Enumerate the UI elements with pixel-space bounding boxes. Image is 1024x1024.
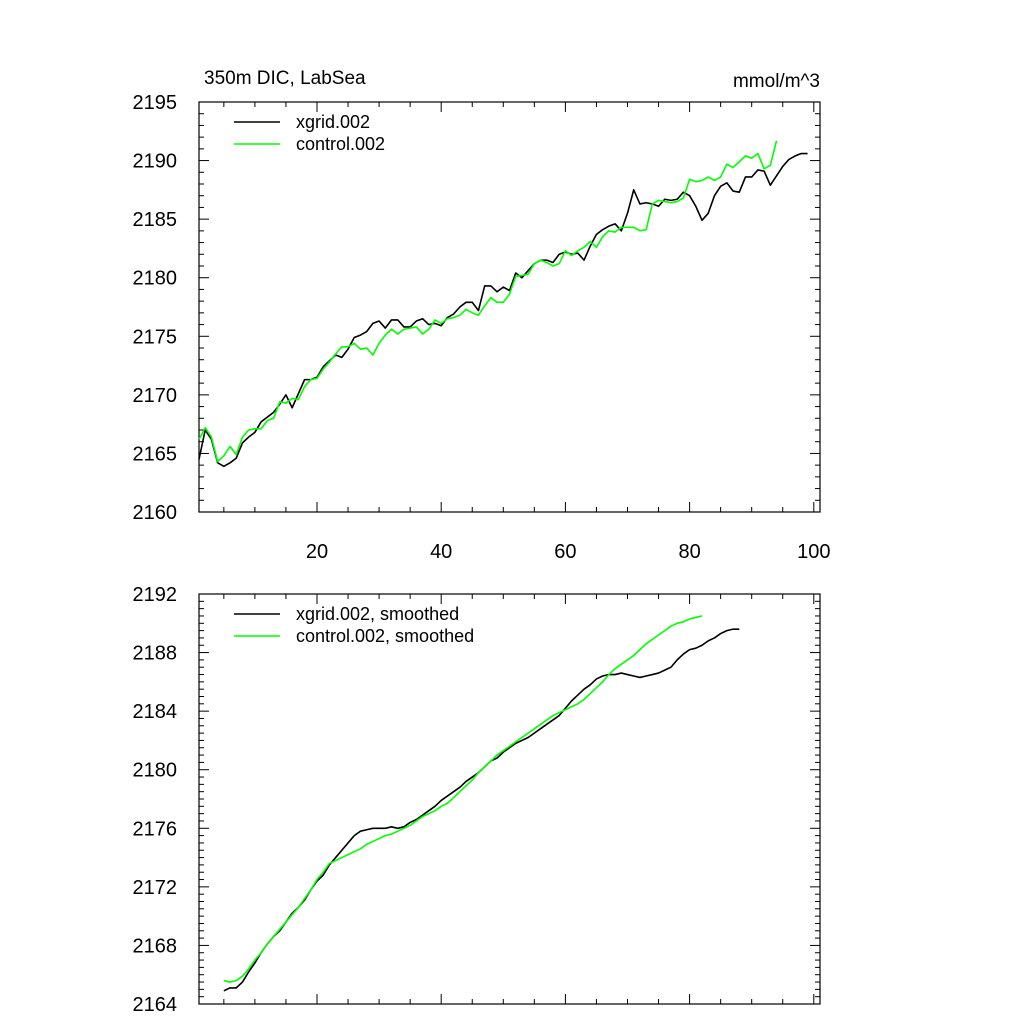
y-tick-label: 2170 xyxy=(133,385,178,407)
legend-label: xgrid.002, smoothed xyxy=(296,604,459,624)
y-tick-label: 2168 xyxy=(133,935,178,957)
tick-labels: 2160 2165 2170 2175 2180 2185 2190 2195 20 40 60 80… xyxy=(133,92,831,563)
series-lines xyxy=(223,615,740,992)
y-tick-label: 2164 xyxy=(133,994,178,1016)
y-tick-label: 2176 xyxy=(133,818,178,840)
bottom-chart: 2164 2168 2172 2176 2180 2184 2188 2192 xgrid.0… xyxy=(133,584,821,1016)
tick-labels: 2164 2168 2172 2176 2180 2184 2188 2192 xyxy=(133,584,178,1016)
y-tick-label: 2160 xyxy=(133,502,178,524)
chart-units-label: mmol/m^3 xyxy=(733,71,820,92)
y-tick-label: 2190 xyxy=(133,151,178,173)
x-tick-label: 20 xyxy=(306,541,328,563)
series-line xyxy=(223,615,703,983)
series-line xyxy=(198,140,778,463)
y-tick-label: 2192 xyxy=(133,584,178,606)
axis-ticks xyxy=(199,593,820,1005)
x-tick-label: 100 xyxy=(797,541,830,563)
axis-ticks xyxy=(199,101,820,513)
y-tick-label: 2180 xyxy=(133,760,178,782)
y-tick-label: 2188 xyxy=(133,643,178,665)
x-tick-label: 60 xyxy=(554,541,576,563)
chart-title: 350m DIC, LabSea xyxy=(204,68,366,89)
series-lines xyxy=(198,140,808,468)
legend-label: xgrid.002 xyxy=(296,112,370,132)
legend-label: control.002, smoothed xyxy=(296,626,474,646)
y-tick-label: 2172 xyxy=(133,877,178,899)
plot-frame xyxy=(198,593,821,1005)
y-tick-label: 2165 xyxy=(133,443,178,465)
legend-label: control.002 xyxy=(296,134,385,154)
series-line xyxy=(223,628,740,992)
y-tick-label: 2184 xyxy=(133,701,178,723)
plot-frame xyxy=(198,101,821,513)
y-tick-label: 2175 xyxy=(133,326,178,348)
y-tick-label: 2185 xyxy=(133,209,178,231)
y-tick-label: 2180 xyxy=(133,268,178,290)
series-line xyxy=(198,152,808,468)
top-chart: 350m DIC, LabSea mmol/m^3 21602165217021… xyxy=(133,68,831,563)
x-tick-label: 40 xyxy=(430,541,452,563)
x-tick-label: 80 xyxy=(678,541,700,563)
y-tick-label: 2195 xyxy=(133,92,178,114)
